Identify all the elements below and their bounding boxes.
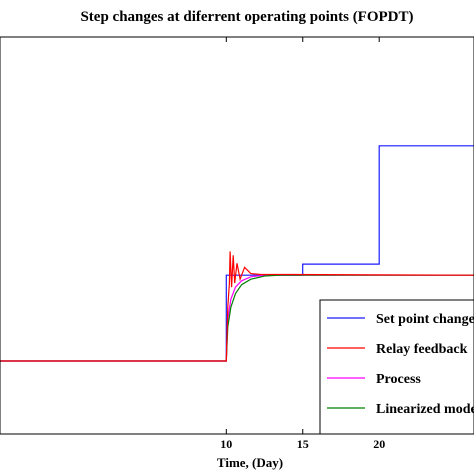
x-tick-label: 15 [297, 437, 309, 451]
legend-label-set-point: Set point changes [376, 312, 474, 327]
ticks-layer: 10 15 20 [220, 37, 385, 451]
plot-frame [0, 36, 474, 435]
x-tick-label: 10 [220, 437, 232, 451]
legend-label-relay: Relay feedback [376, 342, 468, 357]
chart-title: Step changes at diferrent operating poin… [80, 9, 413, 25]
legend-label-linearized: Linearized model [376, 402, 474, 417]
x-axis-label: Time, (Day) [217, 455, 283, 470]
x-tick-label: 20 [373, 437, 385, 451]
legend-label-process: Process [376, 372, 421, 387]
legend: Set point changes Relay feedback Process… [319, 299, 474, 435]
legend-box [319, 299, 474, 435]
series-line-relay-feedback [0, 251, 474, 362]
series-layer [0, 145, 474, 362]
